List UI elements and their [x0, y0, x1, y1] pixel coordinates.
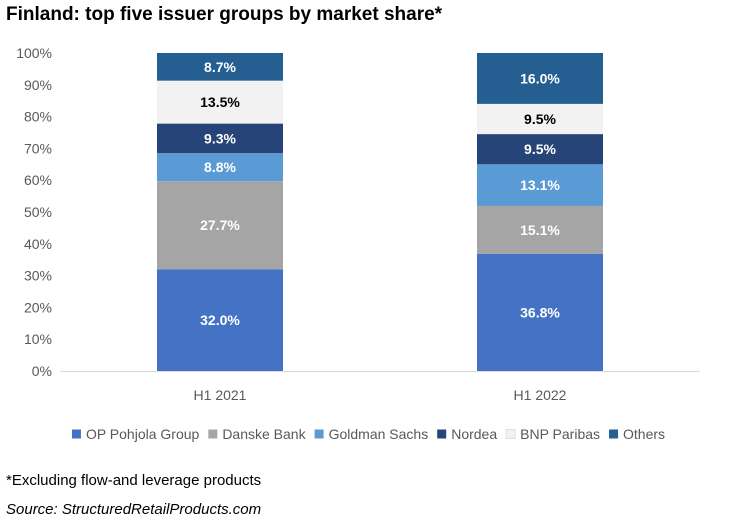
legend-swatch: [208, 429, 218, 439]
bar-segment: [477, 164, 603, 206]
footnote: *Excluding flow-and leverage products: [6, 472, 262, 489]
data-label: 8.8%: [204, 159, 236, 175]
legend-label: Danske Bank: [222, 426, 306, 442]
y-tick-label: 90%: [24, 77, 52, 93]
data-label: 36.8%: [520, 304, 560, 320]
bar-segment: [477, 205, 603, 254]
data-label: 16.0%: [520, 70, 560, 86]
bar-segment: [477, 103, 603, 135]
y-tick-label: 20%: [24, 299, 52, 315]
chart-title: Finland: top five issuer groups by marke…: [6, 4, 443, 25]
y-tick-label: 100%: [16, 45, 52, 61]
bar-segment: [157, 269, 283, 371]
legend-label: Others: [623, 426, 665, 442]
data-label: 13.5%: [200, 94, 240, 110]
source-note: Source: StructuredRetailProducts.com: [6, 501, 262, 518]
x-category-label: H1 2021: [194, 387, 247, 403]
bar-segment: [157, 80, 283, 124]
legend-label: OP Pohjola Group: [86, 426, 200, 442]
bar-segment: [477, 53, 603, 104]
bar-segment: [157, 53, 283, 81]
data-label: 15.1%: [520, 222, 560, 238]
data-label: 32.0%: [200, 312, 240, 328]
y-tick-label: 40%: [24, 236, 52, 252]
y-tick-label: 80%: [24, 109, 52, 125]
data-label: 9.5%: [524, 141, 556, 157]
data-label: 9.5%: [524, 111, 556, 127]
legend-swatch: [609, 429, 619, 439]
data-label: 9.3%: [204, 130, 236, 146]
legend-label: Goldman Sachs: [329, 426, 429, 442]
bar-segment: [477, 253, 603, 371]
bar-segment: [157, 153, 283, 182]
y-tick-label: 10%: [24, 331, 52, 347]
y-tick-label: 70%: [24, 140, 52, 156]
legend-swatch: [314, 429, 324, 439]
y-tick-label: 60%: [24, 172, 52, 188]
legend-swatch: [437, 429, 447, 439]
x-category-label: H1 2022: [514, 387, 567, 403]
legend-swatch: [71, 429, 81, 439]
legend-label: Nordea: [451, 426, 497, 442]
data-label: 27.7%: [200, 217, 240, 233]
legend: OP Pohjola Group Danske Bank Goldman Sachs…: [71, 426, 665, 442]
y-tick-label: 50%: [24, 204, 52, 220]
data-label: 13.1%: [520, 177, 560, 193]
data-label: 8.7%: [204, 59, 236, 75]
y-tick-label: 30%: [24, 268, 52, 284]
y-tick-label: 0%: [32, 363, 52, 379]
legend-swatch: [505, 429, 516, 439]
bar-segment: [157, 181, 283, 270]
bar-segment: [477, 134, 603, 165]
bar-segment: [157, 123, 283, 154]
legend-label: BNP Paribas: [520, 426, 600, 442]
